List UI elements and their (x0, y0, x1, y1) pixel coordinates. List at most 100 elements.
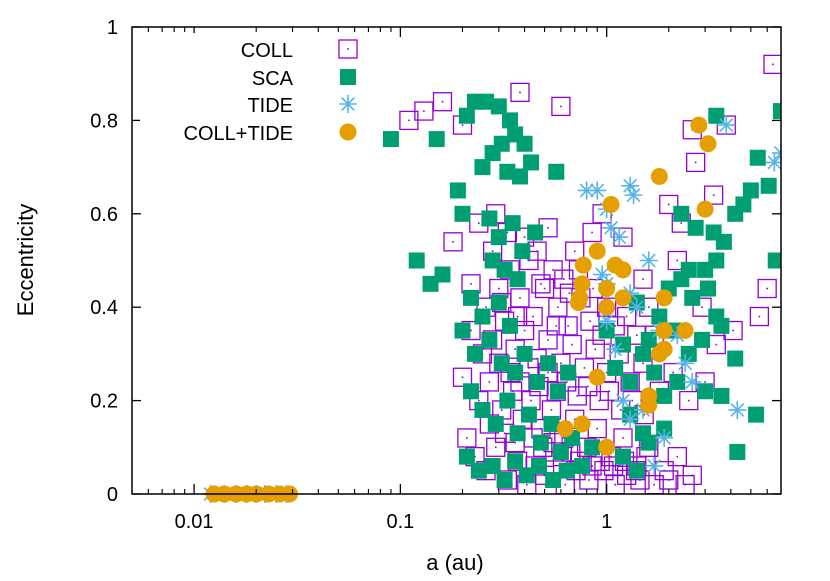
point-coll-tide (640, 396, 658, 414)
point-sca (529, 373, 546, 390)
point-sca (507, 364, 524, 381)
point-sca (607, 359, 624, 376)
point-coll (562, 334, 582, 355)
legend-label-tide: TIDE (247, 95, 293, 117)
point-coll (585, 339, 605, 359)
y-tick-label: 0.2 (90, 391, 118, 413)
point-coll (659, 470, 679, 490)
legend-markers (338, 39, 358, 141)
point-coll (582, 222, 602, 243)
point-coll (534, 278, 555, 299)
point-tide (614, 391, 633, 410)
x-tick-label: 1 (601, 511, 612, 533)
point-sca (454, 322, 471, 339)
axes-layer (131, 26, 782, 495)
point-coll-tide (569, 294, 587, 312)
legend-label-coll: COLL (241, 40, 293, 62)
point-tide (645, 456, 664, 475)
point-sca (458, 107, 475, 124)
point-sca (749, 149, 766, 166)
point-coll (617, 306, 637, 327)
series-coll-tide (205, 116, 717, 503)
point-tide (655, 428, 674, 447)
point-sca (499, 392, 516, 409)
point-tide (765, 153, 781, 172)
legend-marker-tide (339, 95, 357, 113)
point-coll-tide (588, 368, 606, 386)
point-coll-tide (574, 256, 592, 274)
point-sca (470, 462, 487, 479)
point-sca (509, 271, 526, 288)
point-sca (628, 462, 645, 479)
point-coll (667, 250, 687, 271)
point-coll-tide (573, 415, 591, 433)
point-tide (639, 251, 658, 270)
point-coll-tide (588, 242, 606, 260)
point-sca (428, 131, 445, 148)
point-coll (644, 475, 664, 495)
point-sca (511, 168, 528, 185)
point-sca (713, 387, 730, 404)
point-coll-tide (655, 322, 673, 340)
y-tick-label: 0.8 (90, 110, 118, 132)
point-tide (621, 284, 640, 303)
point-tide (683, 372, 702, 391)
point-sca (496, 261, 513, 278)
point-sca (490, 294, 507, 311)
point-sca (700, 280, 717, 297)
point-coll (613, 428, 633, 448)
point-tide (668, 326, 687, 345)
point-coll (565, 241, 585, 261)
point-sca (516, 345, 533, 362)
point-coll (692, 297, 712, 317)
point-sca (502, 112, 519, 129)
point-sca (560, 364, 577, 381)
point-sca (474, 401, 491, 418)
point-sca (543, 415, 560, 432)
point-sca (646, 364, 663, 381)
point-coll-tide (614, 261, 632, 279)
point-sca (760, 177, 777, 194)
point-tide (606, 340, 625, 359)
point-sca (656, 387, 673, 404)
legend-marker-coll (338, 39, 358, 59)
point-sca (490, 98, 507, 115)
point-coll (479, 372, 500, 392)
point-tide (621, 176, 640, 195)
point-tide (588, 181, 607, 200)
point-sca (449, 182, 466, 199)
point-sca (558, 462, 575, 479)
point-sca (518, 467, 535, 484)
point-coll-tide (650, 345, 668, 363)
point-sca (708, 252, 725, 269)
point-sca (640, 331, 657, 348)
point-sca (434, 266, 451, 283)
point-sca (545, 471, 562, 488)
point-sca (532, 434, 549, 451)
y-tick-label: 0 (107, 484, 118, 506)
point-sca (502, 317, 519, 334)
point-coll-tide (602, 195, 620, 213)
point-sca (463, 289, 480, 306)
point-coll-tide (655, 289, 673, 307)
point-sca (493, 355, 510, 372)
point-sca (673, 205, 690, 222)
point-coll (763, 54, 781, 75)
point-coll (432, 92, 453, 112)
point-sca (496, 471, 513, 488)
point-sca (474, 159, 491, 176)
point-sca (487, 415, 504, 432)
point-sca (477, 93, 494, 110)
point-tide (627, 298, 646, 317)
point-sca (584, 439, 601, 456)
point-coll (457, 428, 477, 448)
legend: COLL SCA TIDE COLL+TIDE (140, 33, 366, 148)
point-tide (597, 312, 616, 331)
point-sca (735, 196, 752, 213)
point-sca (767, 252, 781, 269)
point-sca (697, 383, 714, 400)
point-coll (749, 306, 770, 327)
point-coll (578, 376, 598, 397)
point-sca (463, 383, 480, 400)
point-sca (773, 103, 781, 120)
